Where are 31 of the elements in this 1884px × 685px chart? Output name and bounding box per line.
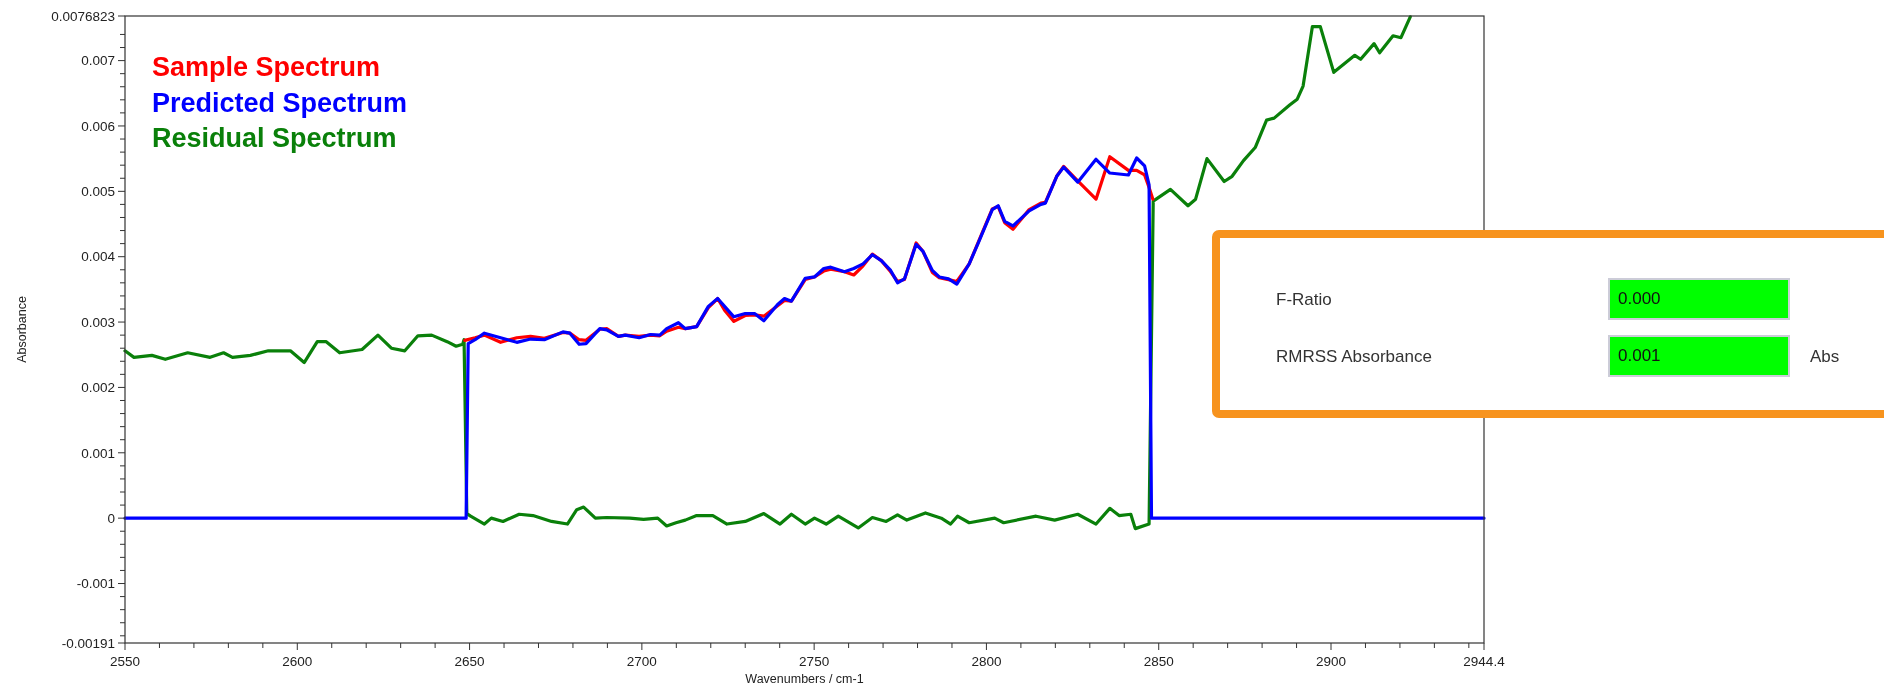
- y-tick-label: -0.00191: [61, 635, 115, 651]
- x-tick-label: 2700: [626, 654, 657, 669]
- y-tick-label: 0.003: [81, 314, 115, 330]
- text: Residual Spectrum: [152, 123, 397, 153]
- y-axis-title: Absorbance: [15, 296, 29, 363]
- x-tick-label: 2900: [1315, 654, 1347, 669]
- x-tick-label: 2750: [799, 654, 830, 669]
- x-axis-title: Wavenumbers / cm-1: [745, 672, 864, 685]
- y-tick-label: 0.004: [81, 249, 116, 265]
- x-tick-label: 2650: [454, 654, 485, 669]
- annotation: RMRSS Absorbance: [1276, 347, 1432, 366]
- x-tick-label: 2944.4: [1463, 654, 1506, 669]
- line-series: [123, 156, 1486, 520]
- y-tick-label: 0.006: [81, 118, 115, 134]
- text: Sample Spectrum: [152, 52, 381, 82]
- value-field: 0.001: [1608, 335, 1790, 377]
- annotation: F-Ratio: [1276, 290, 1332, 309]
- x-tick-label: 2550: [109, 654, 141, 669]
- y-tick-label: -0.001: [76, 576, 115, 592]
- value-field: 0.000: [1608, 278, 1790, 320]
- x-tick-label: 2800: [971, 654, 1002, 669]
- x-tick-label: 2850: [1143, 654, 1174, 669]
- x-tick-label: 2600: [282, 654, 313, 669]
- y-tick-label: 0: [107, 510, 115, 526]
- y-tick-label: 0.007: [81, 53, 115, 69]
- results-panel: F-Ratio 0.000 RMRSS Absorbance 0.001 Abs: [1212, 230, 1884, 418]
- y-tick-label: 0.005: [81, 184, 115, 200]
- y-tick-label: 0.0076823: [51, 8, 115, 24]
- y-tick-label: 0.001: [81, 445, 115, 461]
- y-tick-label: 0.002: [81, 380, 115, 396]
- text: Predicted Spectrum: [152, 87, 408, 118]
